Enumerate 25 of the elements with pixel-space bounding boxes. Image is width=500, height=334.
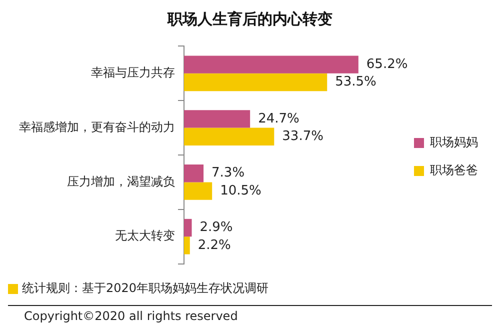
y-tick-label: 幸福感增加，更有奋斗的动力	[19, 120, 175, 134]
bar	[184, 182, 212, 200]
data-label: 2.9%	[200, 220, 233, 236]
bar	[184, 110, 250, 128]
data-label: 10.5%	[220, 183, 262, 198]
data-label: 2.2%	[198, 238, 231, 253]
bar	[184, 164, 204, 182]
legend-label: 职场爸爸	[430, 163, 478, 178]
y-tick-label: 无太大转变	[115, 228, 175, 243]
bar	[184, 73, 328, 92]
bar	[184, 218, 192, 237]
data-label: 24.7%	[258, 111, 300, 126]
bar	[184, 128, 274, 146]
data-label: 65.2%	[366, 56, 408, 72]
chart-title: 职场人生育后的内心转变	[166, 9, 334, 30]
data-label: 7.3%	[212, 166, 245, 181]
bar	[184, 56, 358, 74]
data-label: 53.5%	[335, 74, 376, 90]
y-tick-label: 幸福与压力共存	[91, 66, 175, 80]
data-label: 33.7%	[282, 129, 324, 144]
text: 统计规则：基于2020年职场妈妈生存状况调研	[22, 280, 269, 297]
bar	[184, 236, 190, 254]
legend-label: 职场妈妈	[430, 135, 478, 150]
text: Copyright©2020 all rights reserved	[8, 305, 492, 323]
y-tick-label: 压力增加，渴望减负	[67, 174, 175, 188]
